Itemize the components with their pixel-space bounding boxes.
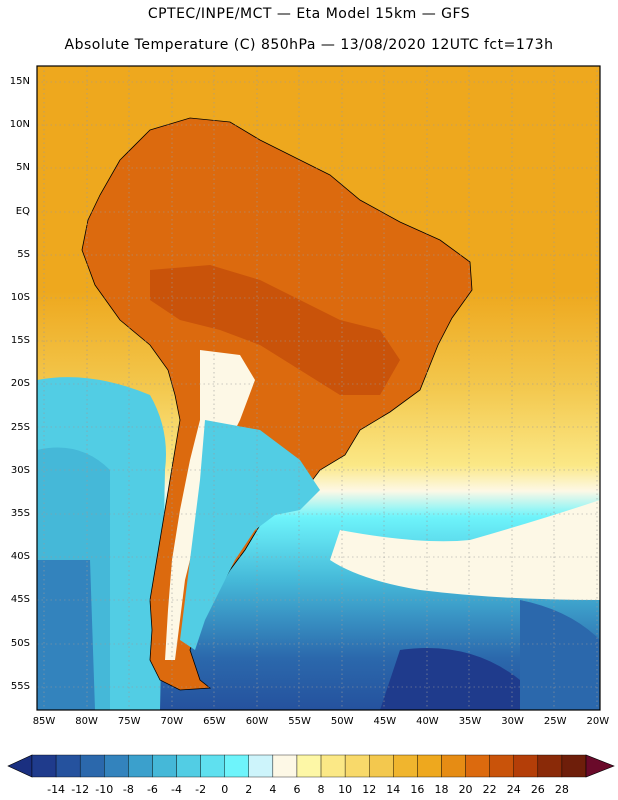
lat-label: 20S: [10, 378, 30, 390]
lon-label: 25W: [543, 716, 567, 727]
title-line-1: CPTEC/INPE/MCT — Eta Model 15km — GFS: [147, 6, 471, 22]
colorbar-label: 20: [458, 783, 473, 796]
colorbar-label: -6: [146, 783, 158, 796]
atlantic-warm-band: [330, 500, 600, 600]
lon-label: 30W: [501, 716, 524, 727]
colorbar-swatch: [393, 754, 418, 778]
colorbar-swatch: [417, 754, 442, 778]
colorbar-high-arrow: [585, 754, 615, 778]
lat-label: 15N: [9, 76, 30, 87]
lat-label: 40S: [10, 551, 30, 563]
colorbar-label: 8: [317, 783, 325, 796]
lat-label: 10S: [10, 292, 30, 303]
southern-cone-cold: [180, 420, 320, 650]
lat-label: 5N: [16, 162, 30, 174]
lon-label: 40W: [416, 716, 439, 727]
colorbar-swatch: [296, 754, 322, 778]
colorbar-label: 18: [434, 783, 449, 796]
colorbar-label: 22: [482, 783, 497, 796]
colorbar-swatch: [224, 754, 249, 778]
colorbar-label: 28: [554, 783, 569, 796]
colorbar-swatch: [128, 754, 153, 778]
colorbar-label: 10: [338, 783, 353, 796]
colorbar-label: -4: [171, 783, 182, 796]
lon-label: 45W: [373, 716, 397, 727]
colorbar-label: 24: [506, 783, 521, 796]
colorbar-label: 2: [245, 783, 253, 796]
colorbar-swatch: [537, 754, 563, 778]
colorbar-label: 4: [269, 783, 277, 796]
colorbar-swatch: [104, 754, 129, 778]
lon-label: 55W: [288, 716, 311, 727]
colorbar-swatch: [344, 754, 370, 778]
land-hot-core: [150, 265, 400, 395]
colorbar-swatch: [441, 754, 466, 778]
colorbar-swatch: [55, 754, 81, 778]
lat-label: 10N: [9, 119, 30, 131]
lon-label: 80W: [75, 716, 98, 727]
colorbar-label: -8: [122, 783, 134, 796]
atlantic-south-east: [520, 600, 600, 710]
lon-label: 85W: [32, 716, 56, 727]
lat-label: 5S: [17, 248, 30, 260]
colorbar-low-arrow: [7, 754, 33, 778]
colorbar-label: 14: [386, 783, 401, 796]
colorbar-swatch: [320, 754, 346, 778]
lat-label: 15S: [10, 335, 30, 347]
lon-label: 20W: [586, 716, 610, 727]
colorbar-swatch: [369, 754, 394, 778]
lon-label: 50W: [330, 716, 354, 727]
lat-label: 55S: [10, 680, 30, 692]
colorbar-swatch: [31, 754, 57, 778]
colorbar-label: 0: [221, 783, 229, 796]
colorbar-label: -14: [47, 783, 66, 796]
lat-label: 30S: [10, 464, 30, 476]
lat-label: EQ: [15, 205, 30, 217]
lon-label: 65W: [203, 716, 226, 727]
colorbar-label: -12: [71, 783, 90, 796]
colorbar-label: 16: [410, 783, 425, 796]
lat-label: 50S: [10, 637, 30, 649]
colorbar-swatch: [248, 754, 274, 778]
colorbar-label: 26: [530, 783, 545, 796]
colorbar-swatch: [152, 754, 177, 778]
colorbar-swatch: [79, 754, 105, 778]
colorbar-swatch: [561, 754, 587, 778]
pacific-coldest-region: [37, 560, 95, 710]
colorbar-label: -2: [195, 783, 207, 796]
lon-label: 35W: [458, 716, 482, 727]
colorbar-label: -10: [95, 783, 114, 796]
lon-label: 70W: [160, 716, 184, 727]
colorbar-label: 12: [362, 783, 377, 796]
lon-label: 75W: [117, 716, 141, 727]
colorbar-swatch: [489, 754, 514, 778]
colorbar-swatch: [176, 754, 201, 778]
atlantic-cold-core: [380, 648, 520, 710]
lat-lon-grid: [37, 66, 600, 710]
lon-label: 60W: [245, 716, 269, 727]
colorbar-label: 6: [293, 783, 301, 796]
colorbar: [7, 754, 615, 778]
lat-label: 25S: [10, 421, 30, 433]
colorbar-swatch: [465, 754, 490, 778]
lat-label: 45S: [10, 594, 30, 606]
lat-label: 35S: [10, 508, 30, 519]
colorbar-swatch: [272, 754, 298, 778]
colorbar-swatch: [513, 754, 539, 778]
map-frame: [36, 65, 601, 711]
title-line-2: Absolute Temperature (C) 850hPa — 13/08/…: [64, 37, 554, 53]
colorbar-swatch: [200, 754, 225, 778]
